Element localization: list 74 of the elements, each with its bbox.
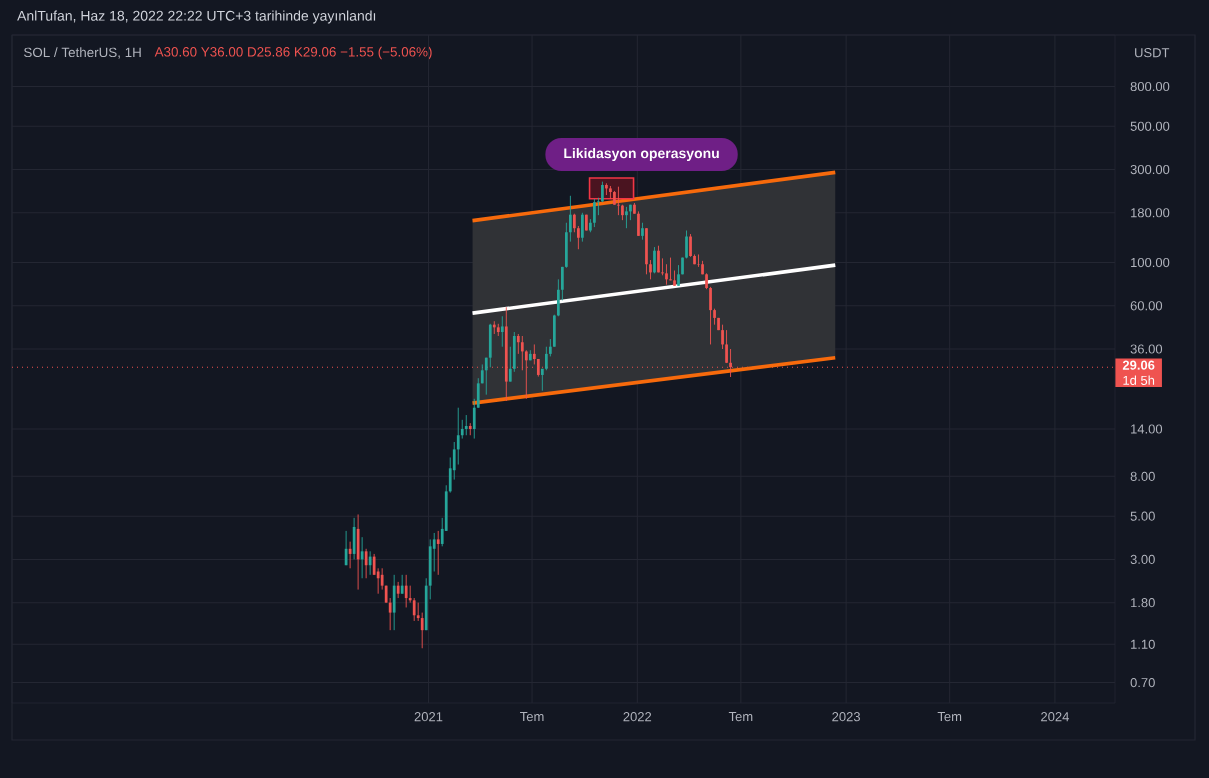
candlestick (360, 536, 364, 579)
y-tick-label: 1.80 (1131, 598, 1155, 608)
y-tick-label: 36.00 (1130, 344, 1163, 354)
x-tick-label: Tem (520, 712, 544, 722)
y-tick-label: 3.00 (1130, 554, 1155, 564)
y-tick-label: 300.00 (1130, 164, 1170, 175)
candlestick (597, 197, 600, 216)
candlestick (516, 333, 520, 355)
candlestick (709, 286, 712, 345)
candlestick (581, 212, 584, 243)
candlestick (436, 530, 440, 576)
candlestick (560, 266, 564, 301)
candlestick (577, 225, 580, 250)
candlestick (544, 346, 548, 371)
y-axis-title: USDT (1135, 48, 1170, 58)
annotation: Likidasyon operasyonu (564, 147, 719, 162)
candlestick (532, 344, 536, 365)
candlestick (665, 263, 668, 286)
ref-line-label: 29.06 (1122, 360, 1155, 370)
candlestick (653, 246, 656, 274)
text: 1d 5h (1123, 375, 1155, 385)
candlestick (669, 257, 672, 281)
candlestick (721, 324, 724, 350)
candlestick (649, 259, 652, 280)
candlestick (416, 602, 420, 622)
x-tick-label: Tem (728, 712, 753, 722)
candlestick (388, 597, 392, 631)
y-tick-label: 1.10 (1131, 639, 1155, 649)
x-tick-label: 2024 (1041, 712, 1069, 722)
y-tick-label: 100.00 (1131, 257, 1170, 268)
candlestick (472, 398, 476, 440)
candlestick (725, 329, 728, 364)
candlestick (657, 245, 660, 273)
text: AnlTufan, Haz 18, 2022 22:22 UTC+3 tarihinde yayınlandı (17, 10, 376, 24)
text: A30.60 Y36.00 D25.86 K29.06 −1.55 (−5.06%) (154, 46, 432, 60)
candlestick (601, 181, 604, 203)
candlestick (500, 315, 504, 348)
x-tick-label: 2023 (832, 712, 860, 722)
y-tick-label: 500.00 (1130, 121, 1170, 131)
candlestick (569, 195, 572, 243)
candlestick (368, 550, 372, 576)
candlestick (508, 346, 512, 383)
candlestick (689, 233, 692, 258)
candlestick (625, 206, 628, 229)
candlestick (661, 257, 664, 276)
candlestick (412, 597, 416, 622)
y-tick-label: 800.00 (1130, 81, 1170, 92)
y-tick-label: 0.70 (1130, 678, 1155, 688)
candlestick (372, 553, 376, 576)
y-tick-label: 8.00 (1130, 471, 1155, 481)
candlestick (685, 230, 688, 259)
y-tick-label: 180.00 (1131, 208, 1170, 218)
candlestick (400, 574, 404, 595)
x-tick-label: 2021 (414, 712, 443, 722)
x-tick-label: 2022 (623, 712, 652, 722)
y-tick-label: 14.00 (1131, 424, 1163, 434)
candlestick (464, 414, 468, 436)
candlestick (617, 186, 620, 216)
candlestick (573, 213, 576, 233)
candlestick (380, 567, 384, 591)
candlestick (456, 407, 460, 465)
text: SOL / TetherUS, 1H (24, 47, 141, 59)
y-tick-label: 60.00 (1130, 301, 1163, 311)
candlestick (637, 210, 640, 237)
candlestick (364, 548, 368, 579)
candlestick (404, 574, 408, 608)
candlestick (460, 419, 464, 440)
y-tick-label: 5.00 (1130, 511, 1155, 521)
candlestick (420, 612, 424, 649)
x-tick-label: Tem (937, 712, 962, 722)
candlestick (593, 198, 596, 228)
candlestick (677, 264, 680, 287)
candlestick (484, 357, 488, 396)
candlestick (408, 585, 412, 604)
